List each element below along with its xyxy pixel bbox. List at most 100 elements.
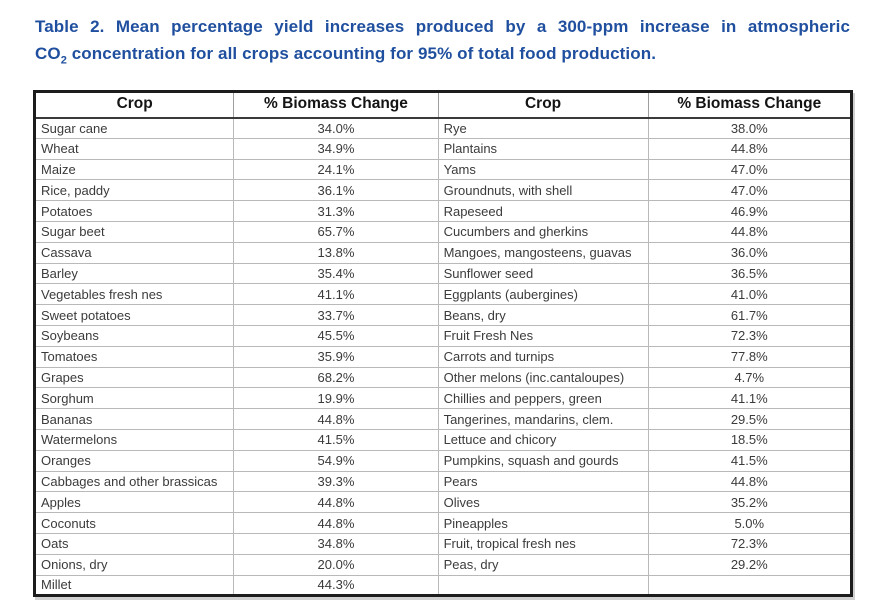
table-row: Sweet potatoes 33.7% Beans, dry 61.7% [33,304,853,326]
table-row: Apples 44.8% Olives 35.2% [33,491,853,514]
table-row: Vegetables fresh nes 41.1% Eggplants (aube… [33,283,853,306]
crop-name-cell: Other melons (inc.cantaloupes) [437,366,649,389]
crop-name-cell: Eggplants (aubergines) [437,283,649,306]
crop-name-cell: Groundnuts, with shell [437,179,649,202]
crop-name-cell: Vegetables fresh nes [33,283,235,306]
crop-name-cell: Sugar beet [33,220,235,243]
crop-name-cell: Pears [437,470,649,493]
biomass-change-cell: 34.9% [233,137,439,160]
crop-name-cell: Plantains [437,137,649,160]
biomass-change-cell: 13.8% [233,241,439,264]
crop-name-cell: Wheat [33,137,235,160]
biomass-change-cell: 35.9% [233,345,439,368]
biomass-change-cell: 38.0% [647,117,853,139]
crops-table-container: Crop % Biomass Change Crop % Biomass Cha… [33,90,853,598]
biomass-change-cell: 45.5% [233,324,439,347]
crop-name-cell: Carrots and turnips [437,345,649,368]
crop-name-cell: Sugar cane [33,117,235,139]
biomass-change-cell: 44.8% [233,512,439,534]
crop-name-cell: Watermelons [33,428,235,451]
biomass-change-cell: 36.5% [647,262,853,285]
crop-name-cell [437,574,649,597]
crop-name-cell: Yams [437,158,649,181]
crop-name-cell: Onions, dry [33,553,235,576]
table-body: Sugar cane 34.0% Rye 38.0% Wheat 34.9% Plantai… [33,117,853,597]
crop-name-cell: Cassava [33,241,235,264]
biomass-change-cell: 29.2% [647,553,853,576]
biomass-change-cell: 54.9% [233,449,439,472]
column-header-biomass-right: % Biomass Change [647,91,853,119]
crop-name-cell: Olives [437,491,649,514]
table-row: Tomatoes 35.9% Carrots and turnips 77.8% [33,345,853,368]
biomass-change-cell [647,574,853,597]
biomass-change-cell: 39.3% [233,470,439,493]
crop-name-cell: Chillies and peppers, green [437,387,649,410]
crop-name-cell: Oats [33,532,235,555]
crop-name-cell: Cucumbers and gherkins [437,220,649,243]
table-row: Sugar cane 34.0% Rye 38.0% [33,117,853,139]
table-row: Sugar beet 65.7% Cucumbers and gherkins 44.… [33,220,853,243]
biomass-change-cell: 61.7% [647,304,853,326]
biomass-change-cell: 36.1% [233,179,439,202]
biomass-change-cell: 72.3% [647,324,853,347]
caption-co2-subscript: 2 [60,54,67,67]
biomass-change-cell: 35.2% [647,491,853,514]
column-header-crop-left: Crop [33,91,235,119]
table-row: Watermelons 41.5% Lettuce and chicory 18.5% [33,428,853,451]
table-row: Wheat 34.9% Plantains 44.8% [33,137,853,160]
crop-name-cell: Lettuce and chicory [437,428,649,451]
crop-name-cell: Pumpkins, squash and gourds [437,449,649,472]
crops-table: Crop % Biomass Change Crop % Biomass Cha… [33,90,853,598]
table-row: Coconuts 44.8% Pineapples 5.0% [33,512,853,534]
crop-name-cell: Beans, dry [437,304,649,326]
crop-name-cell: Mangoes, mangosteens, guavas [437,241,649,264]
table-row: Rice, paddy 36.1% Groundnuts, with shell 47… [33,179,853,202]
biomass-change-cell: 44.8% [647,220,853,243]
table-row: Oats 34.8% Fruit, tropical fresh nes 72.3% [33,532,853,555]
column-header-crop-right: Crop [437,91,649,119]
biomass-change-cell: 24.1% [233,158,439,181]
table-row: Maize 24.1% Yams 47.0% [33,158,853,181]
biomass-change-cell: 77.8% [647,345,853,368]
crop-name-cell: Bananas [33,408,235,430]
caption-line2-text: concentration for all crops accounting f… [66,44,657,63]
table-row: Cassava 13.8% Mangoes, mangosteens, guavas… [33,241,853,264]
table-caption-line2: CO2 concentration for all crops accounti… [35,40,850,67]
crop-name-cell: Fruit, tropical fresh nes [437,532,649,555]
caption-co2-prefix: CO [35,44,61,63]
table-row: Onions, dry 20.0% Peas, dry 29.2% [33,553,853,576]
biomass-change-cell: 44.3% [233,574,439,597]
biomass-change-cell: 72.3% [647,532,853,555]
crop-name-cell: Rye [437,117,649,139]
biomass-change-cell: 36.0% [647,241,853,264]
biomass-change-cell: 34.0% [233,117,439,139]
biomass-change-cell: 41.1% [233,283,439,306]
biomass-change-cell: 44.8% [647,137,853,160]
biomass-change-cell: 31.3% [233,200,439,222]
biomass-change-cell: 44.8% [233,408,439,430]
table-row: Oranges 54.9% Pumpkins, squash and gourds 4… [33,449,853,472]
header-row: Crop % Biomass Change Crop % Biomass Cha… [33,91,853,119]
biomass-change-cell: 34.8% [233,532,439,555]
crop-name-cell: Grapes [33,366,235,389]
crop-name-cell: Sweet potatoes [33,304,235,326]
crop-name-cell: Soybeans [33,324,235,347]
crop-name-cell: Peas, dry [437,553,649,576]
biomass-change-cell: 68.2% [233,366,439,389]
crop-name-cell: Barley [33,262,235,285]
crop-name-cell: Rice, paddy [33,179,235,202]
biomass-change-cell: 19.9% [233,387,439,410]
biomass-change-cell: 41.0% [647,283,853,306]
biomass-change-cell: 4.7% [647,366,853,389]
biomass-change-cell: 41.5% [647,449,853,472]
crop-name-cell: Coconuts [33,512,235,534]
crop-name-cell: Fruit Fresh Nes [437,324,649,347]
crop-name-cell: Sunflower seed [437,262,649,285]
table-caption-line1: Table 2. Mean percentage yield increases… [35,17,850,36]
biomass-change-cell: 33.7% [233,304,439,326]
crop-name-cell: Potatoes [33,200,235,222]
table-row: Potatoes 31.3% Rapeseed 46.9% [33,200,853,222]
table-row: Barley 35.4% Sunflower seed 36.5% [33,262,853,285]
crop-name-cell: Cabbages and other brassicas [33,470,235,493]
